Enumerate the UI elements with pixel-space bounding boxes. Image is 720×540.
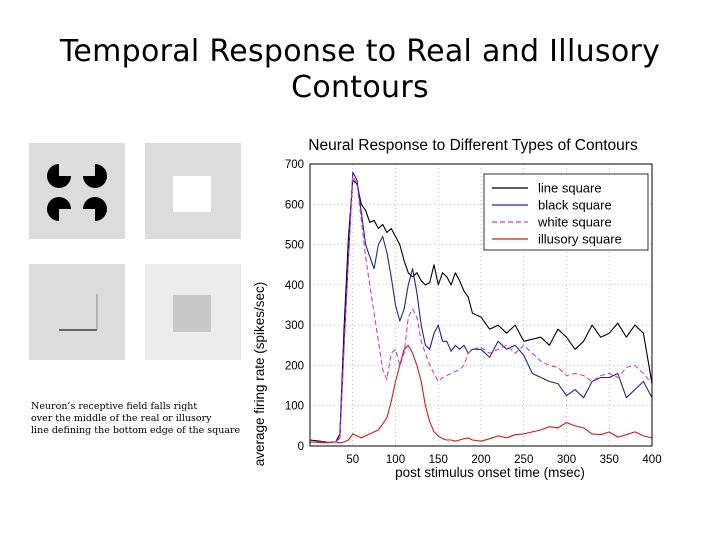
legend-label: line square — [538, 181, 602, 196]
y-tick-label: 100 — [285, 401, 304, 413]
x-tick-label: 200 — [471, 454, 490, 466]
slide-title-line-2: Contours — [291, 70, 429, 105]
y-tick-label: 600 — [285, 199, 304, 211]
y-axis-label: average firing rate (spikes/sec) — [252, 282, 267, 467]
legend-label: illusory square — [538, 232, 622, 247]
x-tick-label: 250 — [514, 454, 533, 466]
slide-title: Temporal Response to Real and Illusory C… — [0, 34, 720, 106]
neural-response-chart: Neural Response to Different Types of Co… — [252, 137, 662, 480]
series-line-illusory-square — [309, 344, 653, 444]
white-square-stimulus — [145, 143, 241, 239]
x-tick-label: 100 — [386, 454, 405, 466]
grey-square-icon — [173, 295, 211, 332]
x-axis-label: post stimulus onset time (msec) — [395, 465, 585, 480]
y-tick-label: 200 — [285, 360, 304, 372]
legend-box — [483, 173, 649, 251]
line-edge-icon — [59, 294, 98, 331]
caption-line-1: Neuron’s receptive field falls right — [31, 401, 198, 412]
white-square-icon — [173, 176, 211, 212]
pacman-inducers-icon — [47, 164, 107, 221]
chart-legend: line square black square white square illus… — [483, 173, 649, 251]
line-square-stimulus — [29, 264, 125, 360]
x-tick-label: 350 — [600, 454, 619, 466]
legend-label: white square — [537, 215, 612, 230]
x-tick-label: 50 — [346, 454, 359, 466]
y-tick-label: 500 — [285, 240, 304, 252]
illusory-square-stimulus — [29, 143, 125, 239]
y-tick-label: 300 — [285, 320, 304, 332]
y-tick-label: 0 — [298, 441, 304, 453]
plot-frame — [309, 163, 653, 447]
series-lines — [309, 171, 653, 444]
caption-line-2: over the middle of the real or illusory — [31, 413, 212, 424]
y-tick-label: 400 — [285, 280, 304, 292]
y-tick-label: 700 — [285, 159, 304, 171]
slide-title-line-1: Temporal Response to Real and Illusory — [59, 34, 661, 69]
chart-title: Neural Response to Different Types of Co… — [308, 137, 638, 154]
series-line-black-square — [310, 171, 653, 443]
series-line-white-square — [310, 175, 653, 443]
axis-ticks: 0 100 200 300 400 500 600 700 50 100 150 200 250 300 3… — [285, 159, 662, 466]
black-square-stimulus — [145, 264, 241, 360]
stimulus-caption: Neuron’s receptive field falls right ove… — [31, 401, 251, 437]
legend-label: black square — [538, 198, 612, 213]
series-line-line-square — [309, 179, 653, 443]
caption-line-3: line defining the bottom edge of the squ… — [31, 425, 241, 436]
x-tick-label: 150 — [429, 454, 448, 466]
x-tick-label: 300 — [557, 454, 576, 466]
x-tick-label: 400 — [642, 454, 661, 466]
